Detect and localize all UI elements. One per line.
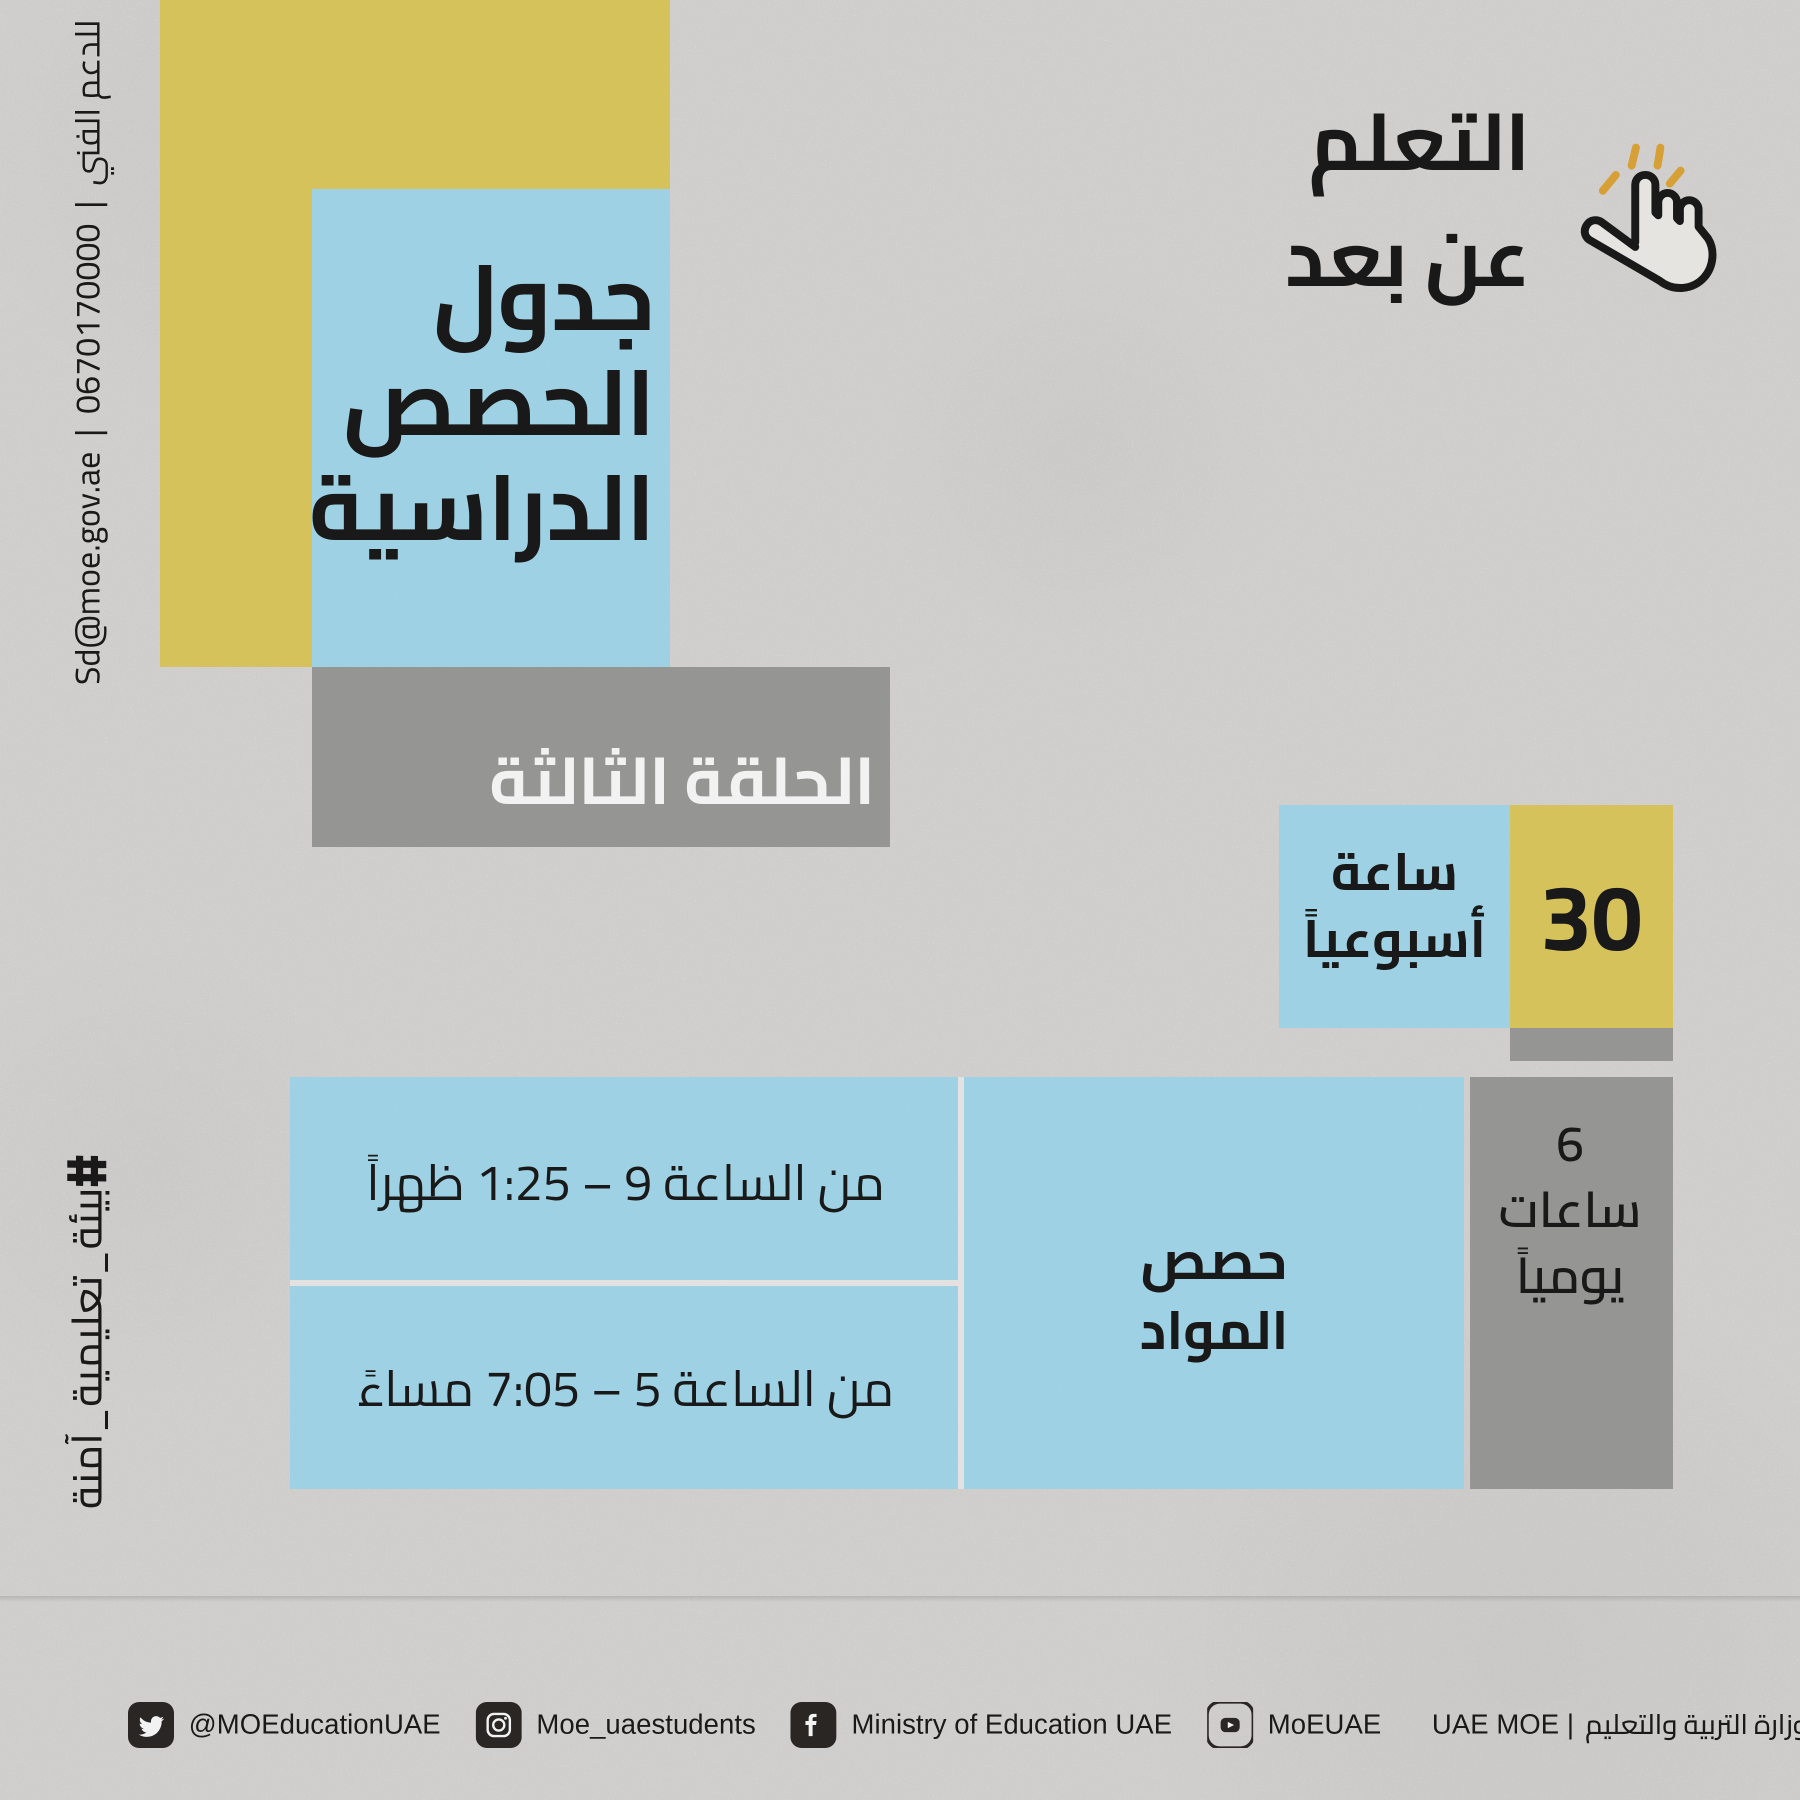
- svg-text:عن بعد: عن بعد: [1285, 182, 1530, 332]
